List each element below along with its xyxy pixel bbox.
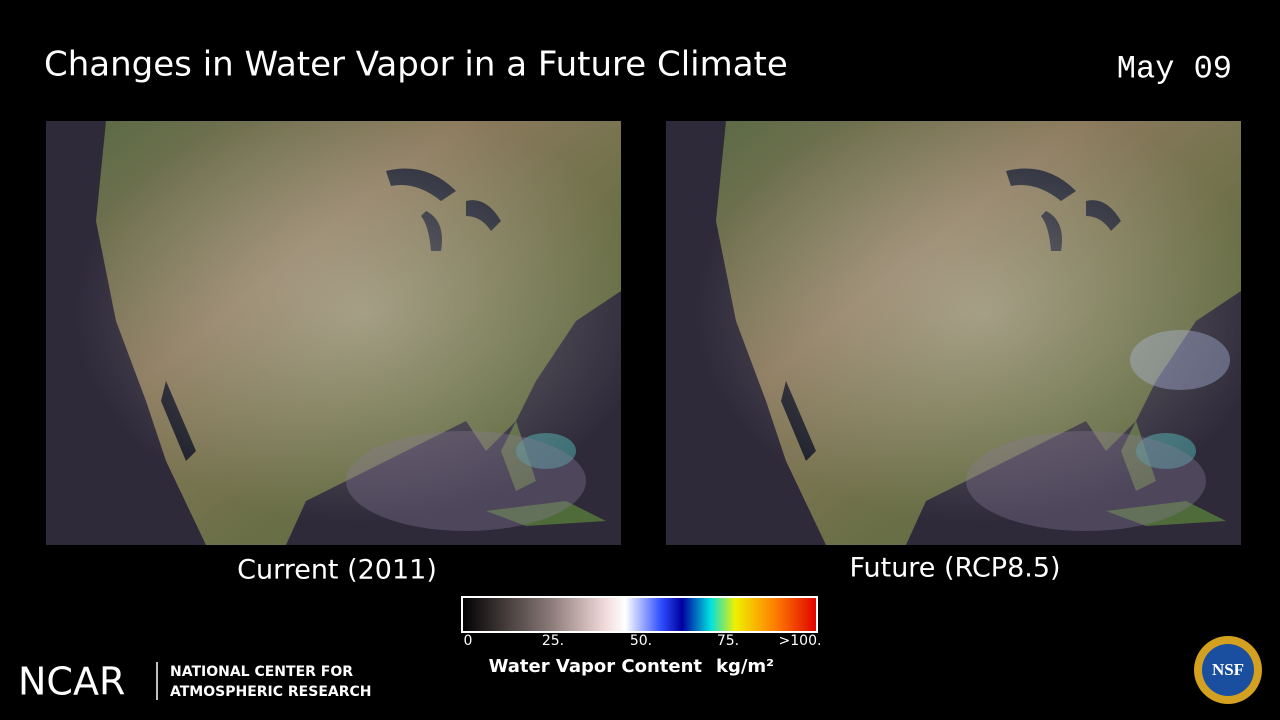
colorbar-tick: 25. [542,633,564,649]
badge-text: NSF [1212,660,1244,679]
map-future [666,121,1241,545]
title: Changes in Water Vapor in a Future Clima… [44,45,788,85]
date: May 09 [1117,50,1232,87]
colorbar-tick: >100. [779,633,822,649]
colorbar-tick: 75. [717,633,739,649]
ncar-logo: NCAR [18,660,125,704]
badge-core [1202,644,1254,696]
colorbar-ticks: 0 25. 50. 75. >100. [464,633,822,649]
nsf-badge: NSF [1194,636,1262,704]
org-name: NATIONAL CENTER FOR [170,664,353,680]
colorbar-tick: 50. [630,633,652,649]
colorbar-unit: kg/m² [716,656,774,677]
panel-caption: Future (RCP8.5) [849,553,1060,584]
colorbar-label: Water Vapor Content [489,656,703,677]
org-name: ATMOSPHERIC RESEARCH [170,684,372,700]
map-highlight [1130,330,1230,390]
colorbar-tick: 0 [464,633,473,649]
map-current [46,121,621,545]
panel-caption: Current (2011) [237,555,437,586]
colorbar [461,596,818,633]
